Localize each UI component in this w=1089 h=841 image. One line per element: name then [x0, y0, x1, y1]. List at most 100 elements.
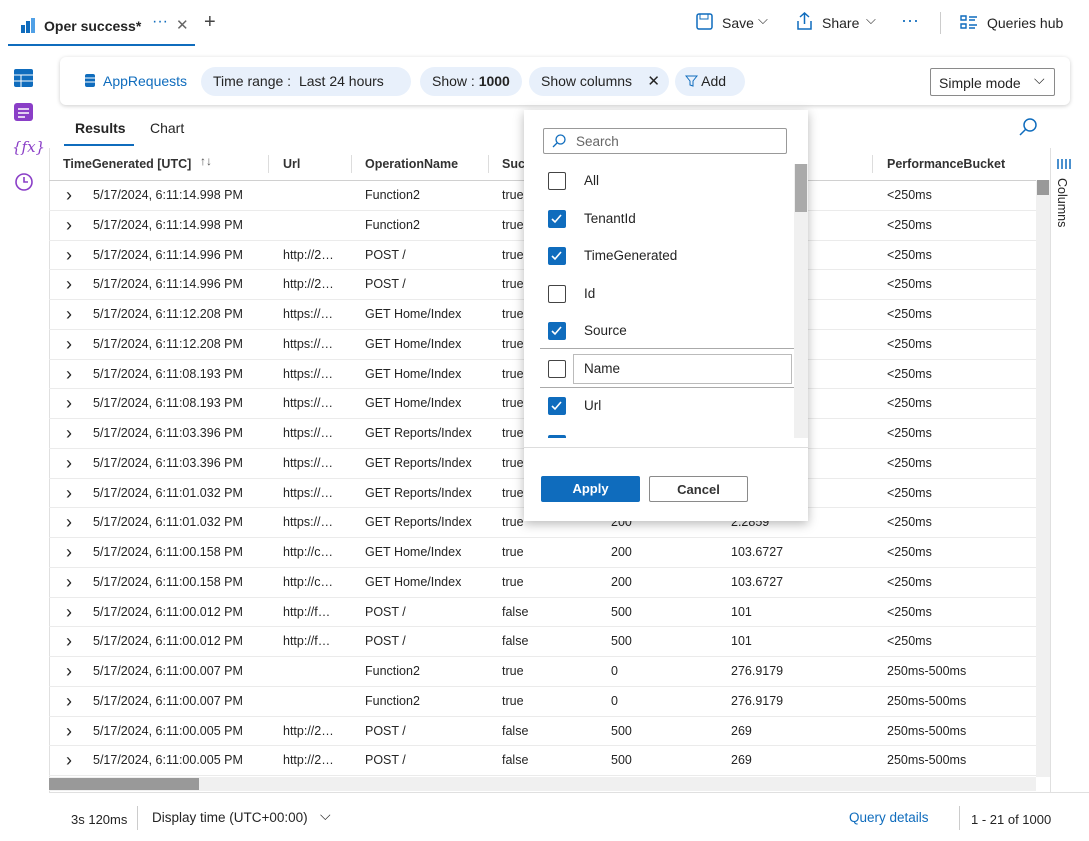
v-scrollbar[interactable]: [1036, 180, 1050, 777]
query-details-link[interactable]: Query details: [849, 810, 929, 825]
expand-chevron[interactable]: ›: [66, 423, 72, 443]
expand-chevron[interactable]: ›: [66, 601, 72, 622]
show-columns-pill[interactable]: Show columns ✕: [529, 67, 669, 96]
table-row[interactable]: › 5/17/2024, 6:11:00.007 PM Function2 true 0…: [49, 657, 1036, 687]
mode-select[interactable]: Simple mode ⌵: [930, 68, 1055, 96]
v-scroll-thumb[interactable]: [1037, 180, 1049, 195]
column-option[interactable]: Source: [540, 315, 792, 347]
table-name[interactable]: AppRequests: [103, 73, 188, 89]
table-icon: [85, 74, 95, 87]
expand-chevron[interactable]: ›: [66, 482, 72, 503]
queries-icon[interactable]: [14, 103, 33, 121]
apply-button[interactable]: Apply: [541, 476, 640, 502]
checkbox[interactable]: [548, 172, 566, 190]
table-row[interactable]: › 5/17/2024, 6:11:03.396 PM https://… GET R…: [49, 419, 1036, 449]
table-cell: 5/17/2024, 6:11:14.996 PM: [93, 247, 243, 262]
column-option[interactable]: Name: [540, 353, 792, 385]
expand-chevron[interactable]: ›: [66, 512, 72, 533]
table-cell: POST /: [365, 753, 406, 768]
expand-chevron[interactable]: ›: [66, 214, 72, 235]
table-cell: 5/17/2024, 6:11:00.005 PM: [93, 753, 243, 768]
checkbox[interactable]: [548, 247, 566, 265]
checkbox[interactable]: [548, 434, 566, 438]
table-cell: 500: [611, 634, 632, 649]
search-button[interactable]: [1018, 117, 1038, 137]
expand-chevron[interactable]: ›: [66, 452, 72, 473]
list-scroll-thumb[interactable]: [795, 164, 807, 212]
table-cell: 0: [611, 693, 618, 708]
sort-icon[interactable]: ↑↓: [200, 154, 212, 168]
column-option[interactable]: TimeGenerated: [540, 240, 792, 272]
list-scrollbar[interactable]: [794, 164, 808, 438]
column-header[interactable]: Suc: [502, 157, 525, 171]
table-cell: https://…: [283, 336, 334, 351]
checkbox[interactable]: [548, 322, 566, 340]
tables-icon[interactable]: [14, 69, 33, 87]
table-row[interactable]: › 5/17/2024, 6:11:08.193 PM https://… GET H…: [49, 360, 1036, 390]
more-menu[interactable]: ···: [901, 10, 919, 30]
add-pill[interactable]: Add: [675, 67, 745, 96]
columns-panel-label[interactable]: Columns: [1055, 178, 1069, 228]
table-cell: https://…: [283, 485, 334, 500]
time-range-pill[interactable]: Time range : Last 24 hours: [201, 67, 411, 96]
expand-chevron[interactable]: ›: [66, 750, 72, 771]
column-option[interactable]: Url: [540, 390, 792, 422]
column-option[interactable]: -: [540, 428, 792, 438]
expand-chevron[interactable]: ›: [66, 333, 72, 354]
check-mark: [551, 251, 562, 261]
expand-chevron[interactable]: ›: [66, 631, 72, 652]
expand-chevron[interactable]: ›: [66, 185, 72, 205]
table-row[interactable]: › 5/17/2024, 6:11:00.007 PM Function2 true 0…: [49, 687, 1036, 717]
table-row[interactable]: › 5/17/2024, 6:11:00.158 PM http://c… GET H…: [49, 538, 1036, 568]
expand-chevron[interactable]: ›: [66, 542, 72, 562]
tab-close[interactable]: ✕: [176, 17, 189, 34]
column-header[interactable]: OperationName: [365, 157, 459, 171]
history-icon[interactable]: [15, 173, 33, 191]
expand-chevron[interactable]: ›: [66, 720, 72, 741]
cancel-button[interactable]: Cancel: [649, 476, 748, 502]
checkbox[interactable]: [548, 284, 566, 303]
table-cell: Function2: [365, 693, 420, 708]
expand-chevron[interactable]: ›: [66, 690, 72, 711]
table-row[interactable]: › 5/17/2024, 6:11:00.005 PM http://2… POST …: [49, 717, 1036, 747]
h-scroll-thumb[interactable]: [49, 778, 199, 790]
functions-icon[interactable]: {fx}: [12, 138, 46, 156]
table-cell: <250ms: [887, 485, 932, 500]
expand-chevron[interactable]: ›: [66, 571, 72, 592]
tab-more[interactable]: ···: [152, 13, 168, 30]
table-cell: 101: [731, 634, 752, 649]
h-scrollbar[interactable]: [49, 777, 1036, 791]
table-row[interactable]: › 5/17/2024, 6:11:00.012 PM http://f… POST …: [49, 627, 1036, 657]
table-cell: https://…: [283, 455, 334, 470]
table-row[interactable]: › 5/17/2024, 6:11:00.005 PM http://2… POST …: [49, 746, 1036, 776]
table-row[interactable]: › 5/17/2024, 6:11:00.012 PM http://f… POST …: [49, 598, 1036, 628]
checkbox[interactable]: [548, 209, 566, 228]
column-header[interactable]: TimeGenerated [UTC]: [63, 157, 192, 171]
table-row[interactable]: › 5/17/2024, 6:11:00.158 PM http://c… GET H…: [49, 568, 1036, 598]
column-header[interactable]: PerformanceBucket: [887, 157, 1006, 171]
show-pill[interactable]: Show : 1000: [420, 67, 522, 96]
column-header[interactable]: Url: [283, 157, 301, 171]
column-option[interactable]: All: [540, 165, 792, 197]
checkbox[interactable]: [548, 359, 566, 378]
expand-chevron[interactable]: ›: [66, 661, 72, 681]
new-tab[interactable]: +: [204, 11, 216, 33]
remove-filter[interactable]: ✕: [647, 73, 660, 90]
expand-chevron[interactable]: ›: [66, 393, 72, 414]
tab[interactable]: Oper success* ··· ✕: [8, 8, 195, 46]
search-box[interactable]: Search: [543, 128, 787, 154]
expand-chevron[interactable]: ›: [66, 363, 72, 384]
column-option[interactable]: Id: [540, 278, 792, 310]
expand-chevron[interactable]: ›: [66, 274, 72, 295]
search-icon: [552, 134, 566, 148]
chart-tab[interactable]: Chart: [150, 120, 185, 136]
columns-icon[interactable]: [1057, 158, 1071, 170]
display-time[interactable]: Display time (UTC+00:00): [152, 810, 308, 825]
share-icon: [797, 12, 812, 30]
table-cell: 269: [731, 753, 752, 768]
column-option[interactable]: TenantId: [540, 203, 792, 235]
expand-chevron[interactable]: ›: [66, 244, 72, 265]
checkbox[interactable]: [548, 397, 566, 415]
results-tab[interactable]: Results: [75, 120, 126, 136]
expand-chevron[interactable]: ›: [66, 304, 72, 324]
